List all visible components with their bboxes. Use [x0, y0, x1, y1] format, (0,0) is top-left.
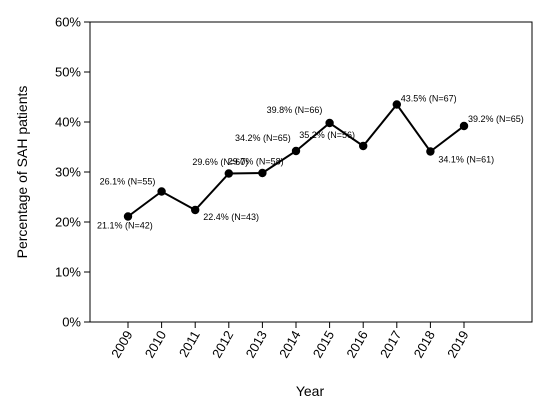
x-tick-label: 2015 [310, 328, 337, 361]
x-axis: 2009 2010 2011 2012 2013 2014 2015 2016 2017 2018… [108, 322, 472, 361]
x-tick-label: 2016 [343, 328, 370, 361]
x-tick-label: 2019 [444, 328, 471, 361]
y-tick-label: 40% [55, 115, 81, 130]
data-label: 39.2% (N=65) [468, 114, 524, 124]
y-tick-label: 0% [62, 315, 81, 330]
x-tick-label: 2018 [411, 328, 438, 361]
data-label: 39.8% (N=66) [267, 105, 323, 115]
data-label: 43.5% (N=67) [401, 94, 457, 104]
data-label: 29.6% (N=60) [192, 157, 248, 167]
y-axis: 0% 10% 20% 30% 40% 50% 60% [55, 15, 90, 330]
y-tick-label: 50% [55, 65, 81, 80]
series-line [123, 100, 469, 221]
y-tick-label: 10% [55, 265, 81, 280]
x-axis-title: Year [296, 383, 325, 399]
x-tick-label: 2014 [276, 328, 303, 361]
data-label: 22.4% (N=43) [203, 212, 259, 222]
data-point [224, 169, 233, 178]
data-point [157, 187, 166, 196]
x-tick-label: 2017 [377, 328, 404, 361]
x-tick-label: 2013 [243, 328, 270, 361]
data-label: 34.2% (N=65) [235, 133, 291, 143]
data-label: 35.2% (N=56) [299, 130, 355, 140]
y-axis-title: Percentage of SAH patients [14, 86, 30, 259]
x-tick-label: 2010 [142, 328, 169, 361]
data-point [191, 205, 200, 215]
data-point [359, 141, 368, 151]
y-tick-label: 30% [55, 165, 81, 180]
plot-frame [89, 21, 533, 323]
data-label: 26.1% (N=55) [100, 177, 156, 187]
data-label: 29.7% (N=58) [228, 157, 284, 167]
data-point [392, 100, 401, 109]
data-point [459, 121, 469, 131]
data-point [258, 168, 267, 178]
data-point [426, 147, 435, 156]
data-point [123, 212, 133, 221]
data-point [325, 118, 334, 128]
data-label: 21.1% (N=42) [97, 221, 153, 231]
data-label: 34.1% (N=61) [438, 155, 494, 165]
x-tick-label: 2012 [209, 328, 236, 361]
y-tick-label: 60% [55, 15, 81, 30]
data-labels: 21.1% (N=42) 26.1% (N=55) 22.4% (N=43) 29.7… [97, 94, 524, 231]
y-tick-label: 20% [55, 215, 81, 230]
x-tick-label: 2011 [176, 328, 203, 360]
data-point [291, 146, 301, 156]
x-tick-label: 2009 [108, 328, 135, 361]
series-polyline [127, 102, 465, 218]
